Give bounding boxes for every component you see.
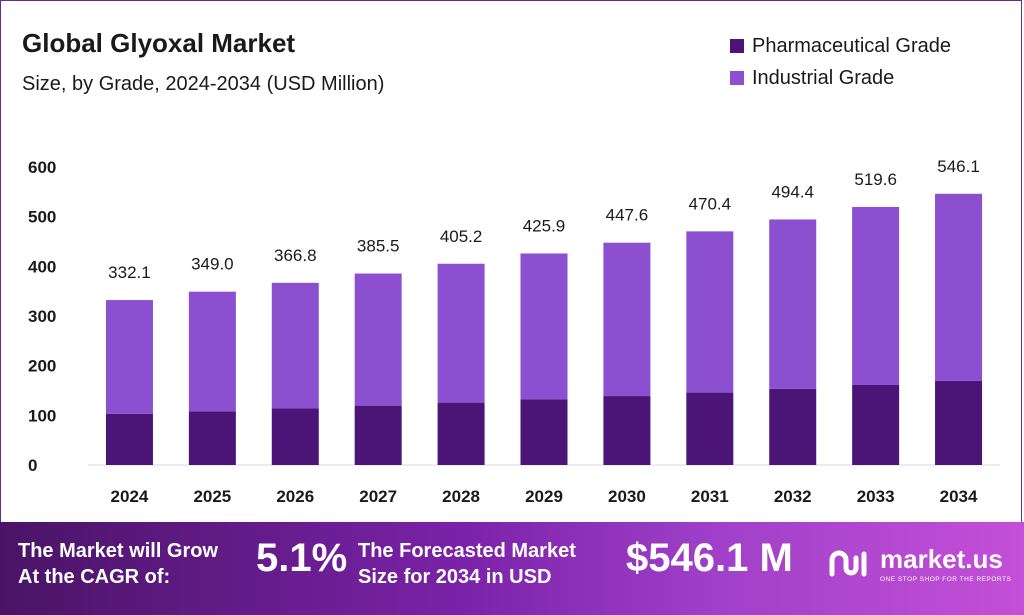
bar-pharmaceutical-2030 — [603, 396, 651, 465]
bar-pharmaceutical-2033 — [852, 384, 900, 465]
legend-label-industrial: Industrial Grade — [752, 66, 895, 89]
bar-pharmaceutical-2031 — [686, 392, 734, 465]
bar-industrial-2025 — [188, 291, 236, 412]
x-tick-label: 2029 — [525, 487, 563, 506]
bar-industrial-2034 — [935, 193, 983, 381]
bar-industrial-2032 — [769, 219, 817, 389]
market-us-logo-icon — [829, 550, 867, 577]
bar-industrial-2027 — [354, 273, 402, 406]
legend-swatch-pharmaceutical — [730, 39, 744, 53]
cagr-label: The Market will Grow At the CAGR of: — [18, 540, 219, 588]
bar-pharmaceutical-2034 — [935, 380, 983, 465]
y-tick-label: 100 — [28, 406, 56, 425]
bar-industrial-2033 — [852, 206, 900, 385]
x-tick-label: 2025 — [193, 487, 231, 506]
data-label: 425.9 — [523, 216, 566, 235]
bar-chart: 0 100 200 300 400 500 600 332.1 2024 349.0 2025 366… — [28, 157, 1000, 506]
summary-banner: The Market will Grow At the CAGR of: 5.1… — [0, 522, 1024, 615]
bar-industrial-2029 — [520, 253, 568, 400]
forecast-label: The Forecasted Market Size for 2034 in U… — [358, 540, 576, 588]
data-label: 519.6 — [854, 170, 897, 189]
data-label: 349.0 — [191, 255, 234, 274]
y-tick-label: 500 — [28, 208, 56, 227]
bar-pharmaceutical-2026 — [271, 408, 319, 465]
x-tick-label: 2028 — [442, 487, 480, 506]
x-tick-label: 2024 — [111, 487, 149, 506]
x-tick-label: 2026 — [276, 487, 314, 506]
bar-industrial-2026 — [271, 282, 319, 409]
brand[interactable]: market.us ONE STOP SHOP FOR THE REPORTS — [828, 544, 1011, 584]
x-tick-label: 2031 — [691, 487, 729, 506]
x-tick-label: 2033 — [857, 487, 895, 506]
y-tick-label: 200 — [28, 357, 56, 376]
y-tick-label: 300 — [28, 307, 56, 326]
legend: Pharmaceutical Grade Industrial Grade — [730, 30, 951, 94]
y-tick-label: 400 — [28, 257, 56, 276]
data-label: 332.1 — [108, 263, 151, 282]
data-label: 366.8 — [274, 246, 317, 265]
brand-name: market.us — [880, 544, 1003, 574]
chart-subtitle: Size, by Grade, 2024-2034 (USD Million) — [22, 73, 385, 95]
data-label: 494.4 — [771, 182, 814, 201]
data-label: 546.1 — [937, 157, 980, 176]
bar-pharmaceutical-2025 — [188, 411, 236, 465]
bar-pharmaceutical-2024 — [105, 413, 153, 465]
legend-label-pharmaceutical: Pharmaceutical Grade — [752, 34, 951, 57]
forecast-value: $546.1 M — [626, 536, 793, 580]
bar-pharmaceutical-2029 — [520, 399, 568, 465]
data-label: 405.2 — [440, 227, 483, 246]
x-tick-label: 2032 — [774, 487, 812, 506]
data-label: 470.4 — [689, 194, 732, 213]
bar-pharmaceutical-2028 — [437, 402, 485, 465]
data-label: 385.5 — [357, 237, 400, 256]
x-tick-label: 2034 — [940, 487, 978, 506]
bar-industrial-2028 — [437, 263, 485, 403]
bar-pharmaceutical-2027 — [354, 405, 402, 465]
y-tick-label: 600 — [28, 158, 56, 177]
y-tick-label: 0 — [28, 456, 37, 475]
legend-item-industrial: Industrial Grade — [730, 62, 951, 94]
cagr-value: 5.1% — [256, 536, 348, 580]
brand-text: market.us ONE STOP SHOP FOR THE REPORTS — [880, 544, 1011, 583]
brand-tagline: ONE STOP SHOP FOR THE REPORTS — [880, 576, 1012, 583]
legend-item-pharmaceutical: Pharmaceutical Grade — [730, 30, 951, 62]
bar-industrial-2031 — [686, 231, 734, 393]
bar-pharmaceutical-2032 — [769, 388, 817, 465]
chart-title: Global Glyoxal Market — [22, 28, 296, 58]
x-tick-label: 2027 — [359, 487, 397, 506]
data-label: 447.6 — [606, 206, 649, 225]
bar-industrial-2030 — [603, 242, 651, 397]
bar-industrial-2024 — [105, 300, 153, 414]
legend-swatch-industrial — [730, 71, 744, 85]
x-tick-label: 2030 — [608, 487, 646, 506]
